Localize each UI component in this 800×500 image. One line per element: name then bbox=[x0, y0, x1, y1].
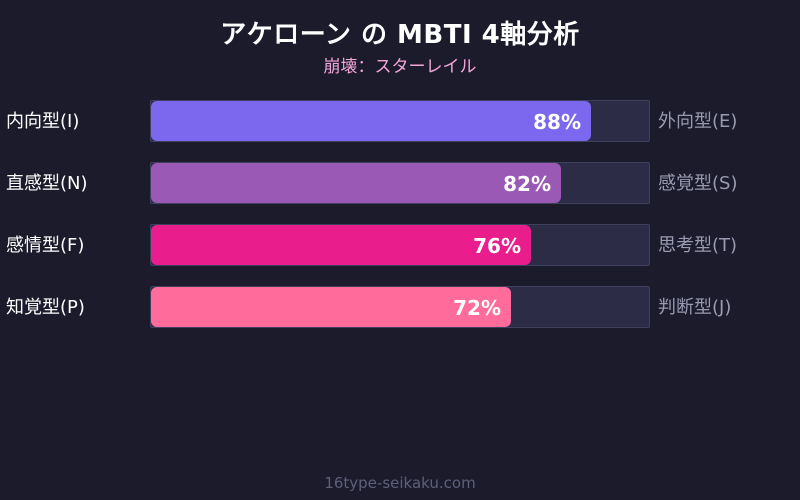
left-axis-label: 知覚型(P) bbox=[6, 297, 85, 318]
chart-title: アケローン の MBTI 4軸分析 bbox=[220, 20, 580, 50]
bar-fill: 72% bbox=[151, 287, 511, 327]
right-axis-label: 外向型(E) bbox=[658, 111, 738, 132]
chart-subtitle: 崩壊：スターレイル bbox=[323, 57, 477, 77]
value-label: 82% bbox=[503, 172, 551, 196]
left-axis-label: 感情型(F) bbox=[6, 235, 85, 256]
axis-row-pj: 知覚型(P) 72% 判断型(J) bbox=[0, 286, 800, 330]
bar-track: 88% bbox=[150, 100, 650, 142]
axis-row-ft: 感情型(F) 76% 思考型(T) bbox=[0, 224, 800, 268]
left-axis-label: 内向型(I) bbox=[6, 111, 80, 132]
axis-row-ns: 直感型(N) 82% 感覚型(S) bbox=[0, 162, 800, 206]
bar-fill: 82% bbox=[151, 163, 561, 203]
bar-track: 82% bbox=[150, 162, 650, 204]
right-axis-label: 思考型(T) bbox=[658, 235, 738, 256]
value-label: 88% bbox=[533, 110, 581, 134]
axis-row-ie: 内向型(I) 88% 外向型(E) bbox=[0, 100, 800, 144]
bar-fill: 76% bbox=[151, 225, 531, 265]
site-watermark: 16type-seikaku.com bbox=[324, 474, 476, 492]
right-axis-label: 判断型(J) bbox=[658, 297, 732, 318]
bar-fill: 88% bbox=[151, 101, 591, 141]
value-label: 76% bbox=[473, 234, 521, 258]
left-axis-label: 直感型(N) bbox=[6, 173, 88, 194]
bar-track: 72% bbox=[150, 286, 650, 328]
bar-track: 76% bbox=[150, 224, 650, 266]
right-axis-label: 感覚型(S) bbox=[658, 173, 738, 194]
value-label: 72% bbox=[453, 296, 501, 320]
